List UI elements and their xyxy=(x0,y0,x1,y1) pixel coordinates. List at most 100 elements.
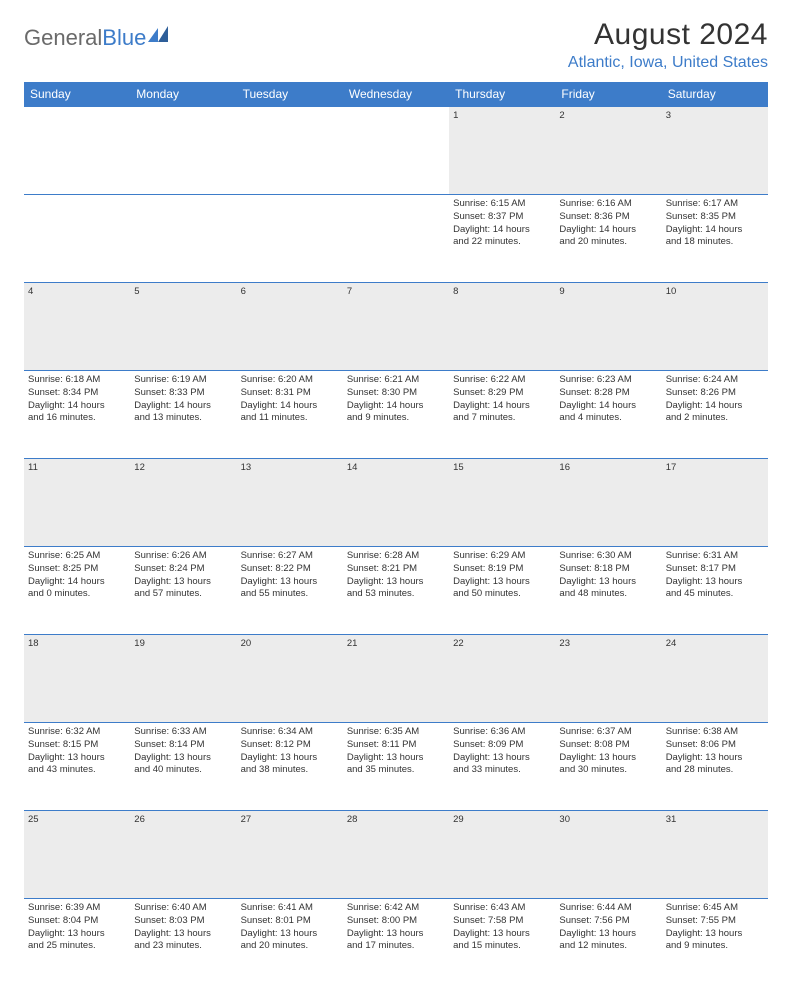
calendar-day-cell: Sunrise: 6:23 AMSunset: 8:28 PMDaylight:… xyxy=(555,371,661,459)
calendar-day-cell: Sunrise: 6:38 AMSunset: 8:06 PMDaylight:… xyxy=(662,723,768,811)
sunset-line: Sunset: 7:55 PM xyxy=(666,915,764,928)
daylight-line-1: Daylight: 13 hours xyxy=(666,752,764,765)
daylight-line-2: and 50 minutes. xyxy=(453,588,551,601)
day-number-cell: 25 xyxy=(24,811,130,899)
calendar-day-cell: Sunrise: 6:31 AMSunset: 8:17 PMDaylight:… xyxy=(662,547,768,635)
day-number-cell: 6 xyxy=(237,283,343,371)
day-number-cell: 5 xyxy=(130,283,236,371)
day-number-cell: 3 xyxy=(662,107,768,195)
daylight-line-2: and 22 minutes. xyxy=(453,236,551,249)
calendar-day-cell: Sunrise: 6:20 AMSunset: 8:31 PMDaylight:… xyxy=(237,371,343,459)
weekday-header: Friday xyxy=(555,82,661,107)
sunset-line: Sunset: 8:33 PM xyxy=(134,387,232,400)
sunset-line: Sunset: 8:21 PM xyxy=(347,563,445,576)
day-number-cell: 27 xyxy=(237,811,343,899)
sunrise-line: Sunrise: 6:42 AM xyxy=(347,902,445,915)
calendar-day-cell: Sunrise: 6:45 AMSunset: 7:55 PMDaylight:… xyxy=(662,899,768,987)
sunrise-line: Sunrise: 6:40 AM xyxy=(134,902,232,915)
daylight-line-1: Daylight: 13 hours xyxy=(666,928,764,941)
logo: GeneralBlue xyxy=(24,22,170,54)
month-title: August 2024 xyxy=(568,18,768,52)
calendar-table: Sunday Monday Tuesday Wednesday Thursday… xyxy=(24,82,768,987)
calendar-day-cell: Sunrise: 6:35 AMSunset: 8:11 PMDaylight:… xyxy=(343,723,449,811)
sunrise-line: Sunrise: 6:25 AM xyxy=(28,550,126,563)
calendar-day-cell: Sunrise: 6:33 AMSunset: 8:14 PMDaylight:… xyxy=(130,723,236,811)
daylight-line-1: Daylight: 13 hours xyxy=(559,928,657,941)
header: GeneralBlue August 2024 Atlantic, Iowa, … xyxy=(24,18,768,72)
sunrise-line: Sunrise: 6:33 AM xyxy=(134,726,232,739)
day-number-cell: 28 xyxy=(343,811,449,899)
sunrise-line: Sunrise: 6:26 AM xyxy=(134,550,232,563)
daylight-line-2: and 45 minutes. xyxy=(666,588,764,601)
sunrise-line: Sunrise: 6:37 AM xyxy=(559,726,657,739)
day-number-cell: 7 xyxy=(343,283,449,371)
sunrise-line: Sunrise: 6:29 AM xyxy=(453,550,551,563)
daylight-line-1: Daylight: 14 hours xyxy=(453,224,551,237)
calendar-day-cell: Sunrise: 6:42 AMSunset: 8:00 PMDaylight:… xyxy=(343,899,449,987)
logo-flag-icon xyxy=(148,22,170,48)
daylight-line-2: and 4 minutes. xyxy=(559,412,657,425)
sunrise-line: Sunrise: 6:35 AM xyxy=(347,726,445,739)
calendar-day-cell: Sunrise: 6:24 AMSunset: 8:26 PMDaylight:… xyxy=(662,371,768,459)
sunrise-line: Sunrise: 6:30 AM xyxy=(559,550,657,563)
calendar-week-row: Sunrise: 6:15 AMSunset: 8:37 PMDaylight:… xyxy=(24,195,768,283)
daylight-line-1: Daylight: 13 hours xyxy=(347,928,445,941)
daylight-line-2: and 9 minutes. xyxy=(666,940,764,953)
daylight-line-2: and 12 minutes. xyxy=(559,940,657,953)
sunset-line: Sunset: 8:08 PM xyxy=(559,739,657,752)
day-number-cell: 26 xyxy=(130,811,236,899)
daylight-line-2: and 38 minutes. xyxy=(241,764,339,777)
calendar-week-row: Sunrise: 6:25 AMSunset: 8:25 PMDaylight:… xyxy=(24,547,768,635)
daylight-line-2: and 23 minutes. xyxy=(134,940,232,953)
daylight-line-2: and 7 minutes. xyxy=(453,412,551,425)
day-number-cell: 10 xyxy=(662,283,768,371)
sunset-line: Sunset: 8:30 PM xyxy=(347,387,445,400)
day-number-cell: 17 xyxy=(662,459,768,547)
daylight-line-2: and 13 minutes. xyxy=(134,412,232,425)
daylight-line-2: and 57 minutes. xyxy=(134,588,232,601)
sunset-line: Sunset: 8:22 PM xyxy=(241,563,339,576)
daylight-line-1: Daylight: 14 hours xyxy=(28,400,126,413)
sunrise-line: Sunrise: 6:31 AM xyxy=(666,550,764,563)
daylight-line-2: and 28 minutes. xyxy=(666,764,764,777)
calendar-week-row: Sunrise: 6:39 AMSunset: 8:04 PMDaylight:… xyxy=(24,899,768,987)
sunset-line: Sunset: 8:01 PM xyxy=(241,915,339,928)
daylight-line-1: Daylight: 14 hours xyxy=(28,576,126,589)
calendar-day-cell: Sunrise: 6:21 AMSunset: 8:30 PMDaylight:… xyxy=(343,371,449,459)
day-number-cell: 12 xyxy=(130,459,236,547)
sunrise-line: Sunrise: 6:15 AM xyxy=(453,198,551,211)
daylight-line-2: and 15 minutes. xyxy=(453,940,551,953)
calendar-day-cell: Sunrise: 6:16 AMSunset: 8:36 PMDaylight:… xyxy=(555,195,661,283)
title-block: August 2024 Atlantic, Iowa, United State… xyxy=(568,18,768,72)
day-number-cell: 29 xyxy=(449,811,555,899)
day-number-cell: 8 xyxy=(449,283,555,371)
weekday-header: Wednesday xyxy=(343,82,449,107)
calendar-day-cell: Sunrise: 6:25 AMSunset: 8:25 PMDaylight:… xyxy=(24,547,130,635)
sunset-line: Sunset: 8:26 PM xyxy=(666,387,764,400)
weekday-header: Tuesday xyxy=(237,82,343,107)
calendar-week-row: Sunrise: 6:32 AMSunset: 8:15 PMDaylight:… xyxy=(24,723,768,811)
daylight-line-1: Daylight: 13 hours xyxy=(241,928,339,941)
sunset-line: Sunset: 8:34 PM xyxy=(28,387,126,400)
sunrise-line: Sunrise: 6:41 AM xyxy=(241,902,339,915)
sunrise-line: Sunrise: 6:28 AM xyxy=(347,550,445,563)
daylight-line-2: and 33 minutes. xyxy=(453,764,551,777)
day-number-cell: 16 xyxy=(555,459,661,547)
day-number-cell: 19 xyxy=(130,635,236,723)
sunrise-line: Sunrise: 6:43 AM xyxy=(453,902,551,915)
weekday-header: Monday xyxy=(130,82,236,107)
sunset-line: Sunset: 8:14 PM xyxy=(134,739,232,752)
calendar-day-cell: Sunrise: 6:43 AMSunset: 7:58 PMDaylight:… xyxy=(449,899,555,987)
day-number-row: 45678910 xyxy=(24,283,768,371)
day-number-row: 25262728293031 xyxy=(24,811,768,899)
sunrise-line: Sunrise: 6:19 AM xyxy=(134,374,232,387)
calendar-body: 12 3Sunrise: 6:15 AMSunset: 8:37 PMDaylig… xyxy=(24,107,768,987)
calendar-day-cell: Sunrise: 6:19 AMSunset: 8:33 PMDaylight:… xyxy=(130,371,236,459)
calendar-day-cell: Sunrise: 6:34 AMSunset: 8:12 PMDaylight:… xyxy=(237,723,343,811)
daylight-line-2: and 35 minutes. xyxy=(347,764,445,777)
sunset-line: Sunset: 8:15 PM xyxy=(28,739,126,752)
daylight-line-1: Daylight: 13 hours xyxy=(666,576,764,589)
daylight-line-2: and 55 minutes. xyxy=(241,588,339,601)
sunrise-line: Sunrise: 6:39 AM xyxy=(28,902,126,915)
day-number-cell: 31 xyxy=(662,811,768,899)
